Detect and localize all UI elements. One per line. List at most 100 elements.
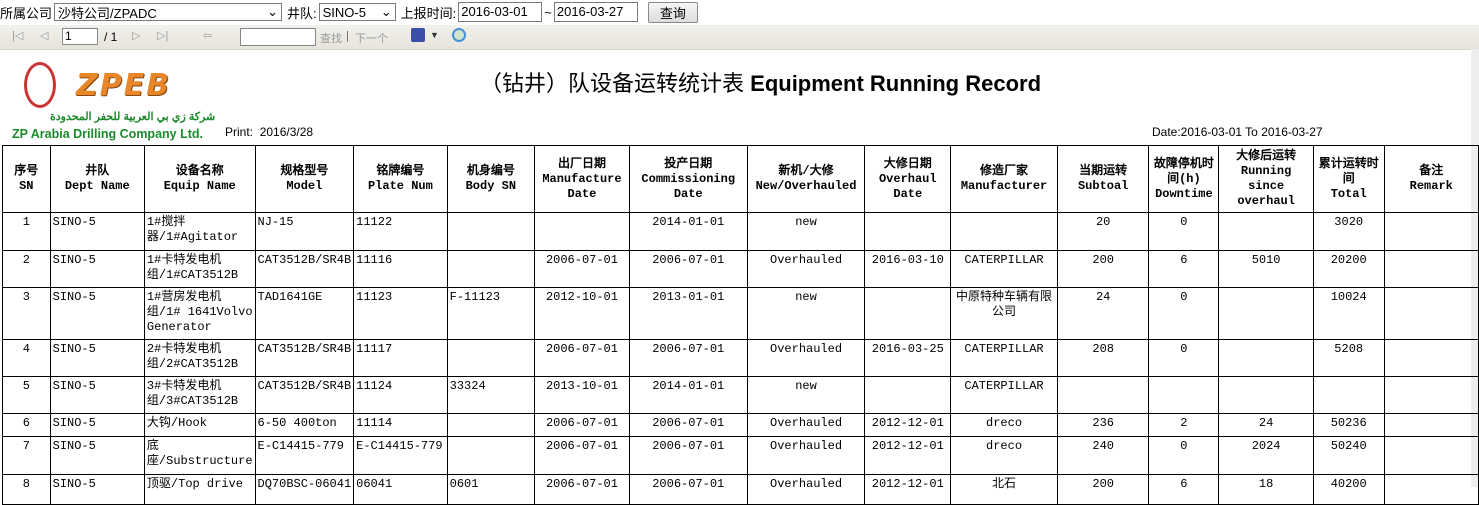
table-row: 8 SINO-5 顶驱/Top drive DQ70BSC-06041 06041 060… (2, 474, 1479, 505)
save-icon[interactable] (411, 28, 425, 42)
table-row: 1 SINO-5 1#搅拌器/1#Agitator NJ-15 11122 2014-01… (2, 212, 1479, 251)
find-link[interactable]: 查找 (320, 33, 342, 45)
table-cell: SINO-5 (49, 413, 145, 437)
time-label: 上报时间: (400, 5, 457, 21)
header-line: Plate Num (367, 179, 433, 193)
table-cell (446, 339, 536, 377)
header-line: 设备名称 (175, 164, 224, 178)
prev-page-icon[interactable]: ◁ (40, 30, 49, 42)
table-cell: 1#卡特发电机组/1#CAT3512B (143, 250, 256, 288)
tilde: ~ (544, 4, 552, 20)
table-cell: 2006-07-01 (628, 474, 748, 505)
table-cell: 6 (1148, 474, 1220, 505)
column-header: 累计运转时间 Total (1312, 145, 1385, 213)
table-cell: 3#卡特发电机组/3#CAT3512B (143, 376, 256, 414)
back-icon[interactable]: ⇦ (203, 30, 213, 42)
table-cell: E-C14415-779 (254, 436, 355, 475)
table-cell: SINO-5 (49, 376, 145, 414)
table-cell: dreco (950, 413, 1058, 437)
next-page-icon[interactable]: ▷ (132, 30, 141, 42)
table-cell: 2014-01-01 (628, 376, 748, 414)
table-cell: 2014-01-01 (628, 212, 748, 251)
table-cell (1218, 339, 1314, 377)
table-cell (1056, 376, 1150, 414)
header-line: 机身编号 (466, 164, 515, 178)
table-cell (1383, 339, 1479, 377)
refresh-icon[interactable] (452, 28, 466, 42)
table-cell: 底座/Substructure (143, 436, 256, 475)
table-cell: SINO-5 (49, 436, 145, 475)
company-select[interactable]: 沙特公司/ZPADC ⌄ (54, 3, 283, 21)
header-line: 井队 (85, 164, 110, 178)
table-cell (1383, 474, 1479, 505)
column-header: 机身编号 Body SN (446, 145, 536, 213)
table-cell: 2#卡特发电机组/2#CAT3512B (143, 339, 256, 377)
table-cell (1383, 287, 1479, 340)
query-button[interactable]: 查询 (647, 1, 698, 23)
table-cell: 0 (1148, 436, 1220, 475)
date-to-input[interactable]: 2016-03-27 (553, 2, 638, 22)
date-from-input[interactable]: 2016-03-01 (458, 2, 543, 22)
header-line: 备注 (1419, 164, 1444, 178)
page-number-input[interactable]: 1 (62, 28, 98, 45)
table-cell: 24 (1218, 413, 1314, 437)
table-cell: new (746, 212, 866, 251)
table-cell (446, 212, 536, 251)
header-line: Model (286, 179, 323, 193)
table-cell: new (746, 376, 866, 414)
table-cell: Overhauled (746, 250, 866, 288)
column-header: 故障停机时间(h) Downtime (1148, 145, 1220, 213)
column-header: 规格型号 Model (254, 145, 355, 213)
table-cell: 2006-07-01 (534, 474, 630, 505)
table-row: 6 SINO-5 大钩/Hook 6-50 400ton 11114 2006-07-01… (2, 413, 1479, 437)
table-cell: 6-50 400ton (254, 413, 355, 437)
team-label: 井队: (287, 5, 317, 21)
table-cell: 4 (2, 339, 51, 377)
last-page-icon[interactable]: ▷| (157, 30, 169, 42)
title-en: Equipment Running Record (750, 71, 1042, 96)
column-header: 备注 Remark (1383, 145, 1479, 213)
table-cell: 200 (1056, 250, 1150, 288)
header-line: Manufacturer (960, 179, 1048, 193)
table-cell: 40200 (1312, 474, 1385, 505)
column-header: 大修日期 Overhaul Date (864, 145, 952, 213)
column-header: 井队 Dept Name (49, 145, 145, 213)
column-header: 大修后运转 Running since overhaul (1218, 145, 1314, 213)
print-label: Print: (225, 125, 254, 139)
first-page-icon[interactable]: |◁ (12, 30, 24, 42)
team-select[interactable]: SINO-5 ⌄ (318, 3, 396, 21)
table-cell: 50240 (1312, 436, 1385, 475)
table-cell (1148, 376, 1220, 414)
table-cell: 2012-12-01 (864, 474, 952, 505)
table-cell: 2006-07-01 (628, 339, 748, 377)
header-line: Equip Name (163, 179, 236, 193)
table-cell: 2006-07-01 (534, 250, 630, 288)
dropdown-arrow-icon[interactable]: ▼ (430, 30, 439, 40)
team-value: SINO-5 (322, 4, 366, 20)
company-value: 沙特公司/ZPADC (58, 5, 157, 21)
table-cell: 7 (2, 436, 51, 475)
table-cell: 200 (1056, 474, 1150, 505)
table-cell (1383, 436, 1479, 475)
find-input[interactable] (240, 28, 316, 46)
table-cell (446, 436, 536, 475)
table-cell: 20200 (1312, 250, 1385, 288)
title-cn: （钻井）队设备运转统计表 (480, 71, 745, 96)
header-line: 当期运转 (1079, 164, 1128, 178)
table-cell: CATERPILLAR (950, 339, 1058, 377)
next-link[interactable]: 下一个 (355, 33, 388, 45)
table-cell: 1 (2, 212, 51, 251)
table-cell: 11124 (353, 376, 448, 414)
equipment-table: 序号 SN 井队 Dept Name 设备名称 Equip Name 规格型号 Model 铭牌… (2, 145, 1479, 505)
table-cell (1383, 212, 1479, 251)
header-line: 投产日期 (664, 156, 713, 171)
table-cell: SINO-5 (49, 250, 145, 288)
report-title: （钻井）队设备运转统计表 Equipment Running Record (480, 66, 1041, 98)
table-cell: 大钩/Hook (143, 413, 256, 437)
report-toolbar: |◁ ◁ 1 / 1 ▷ ▷| ⇦ 查找 | 下一个 ▼ (0, 25, 1479, 50)
column-header: 铭牌编号 Plate Num (353, 145, 448, 213)
table-cell: 236 (1056, 413, 1150, 437)
table-cell: CAT3512B/SR4B (254, 250, 355, 288)
table-cell: 6 (2, 413, 51, 437)
table-cell: 北石 (950, 474, 1058, 505)
